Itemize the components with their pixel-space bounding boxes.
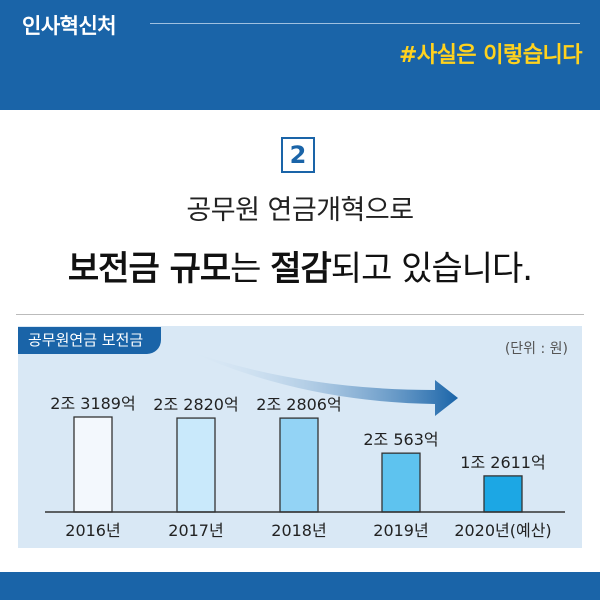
category-label-2: 2017년 bbox=[168, 521, 223, 540]
headline-end: 되고 있습니다. bbox=[330, 249, 533, 289]
value-label-2: 2조 2820억 bbox=[153, 395, 238, 414]
trend-arrow-icon bbox=[186, 350, 458, 416]
footer-bar bbox=[0, 572, 600, 600]
category-label-1: 2016년 bbox=[65, 521, 120, 540]
category-label-3: 2018년 bbox=[271, 521, 326, 540]
value-label-1: 2조 3189억 bbox=[50, 394, 135, 413]
bar-2 bbox=[176, 417, 216, 513]
bar-5 bbox=[483, 475, 523, 513]
section-number-badge: 2 bbox=[281, 137, 315, 173]
value-label-5: 1조 2611억 bbox=[460, 453, 545, 472]
bar-4 bbox=[381, 452, 421, 513]
bar-1 bbox=[73, 416, 113, 513]
headline-line-2: 보전금 규모는 절감되고 있습니다. bbox=[0, 241, 600, 290]
headline-bold-2: 절감 bbox=[270, 249, 332, 289]
brand-logo-text: 인사혁신처 bbox=[22, 14, 117, 38]
chart-title: 공무원연금 보전금 bbox=[18, 327, 162, 354]
section-divider bbox=[16, 314, 584, 315]
headline-line-1: 공무원 연금개혁으로 bbox=[186, 195, 414, 226]
headline-bold-1: 보전금 규모 bbox=[67, 249, 231, 289]
value-label-4: 2조 563억 bbox=[363, 430, 438, 449]
category-label-5: 2020년(예산) bbox=[454, 521, 551, 540]
value-label-3: 2조 2806억 bbox=[256, 395, 341, 414]
headline-mid: 는 bbox=[230, 249, 271, 289]
header-banner: 인사혁신처 #사실은 이렇습니다 bbox=[0, 0, 600, 110]
header-divider bbox=[150, 23, 580, 24]
bar-3 bbox=[279, 417, 319, 513]
hashtag-title: #사실은 이렇습니다 bbox=[398, 43, 583, 68]
category-label-4: 2019년 bbox=[373, 521, 428, 540]
chart-unit: (단위 : 원) bbox=[504, 341, 568, 357]
